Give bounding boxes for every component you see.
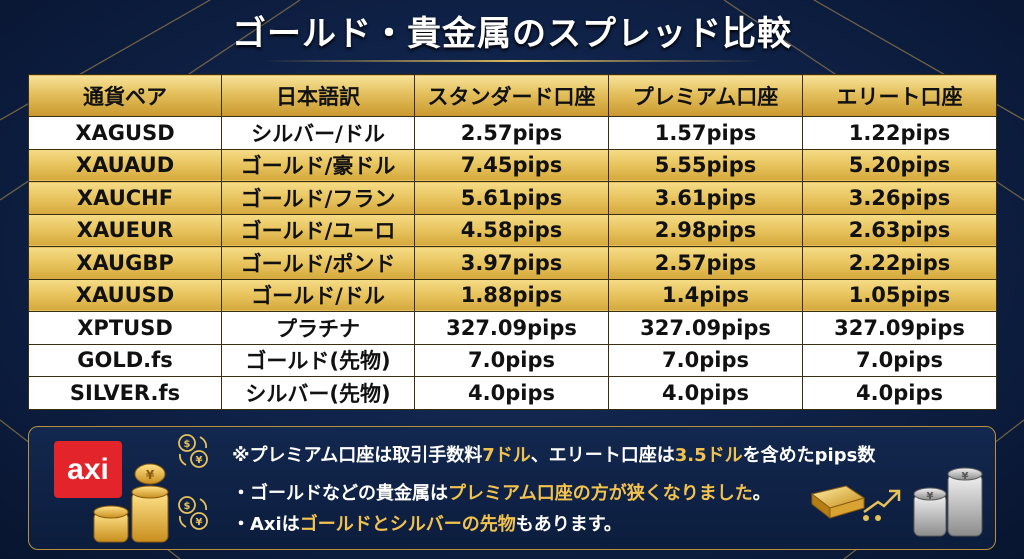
note-text: もあります。 [515, 514, 622, 535]
gold-coins-icon: ¥ [93, 463, 169, 543]
cell-premium-spread: 4.0pips [608, 376, 803, 410]
table-row: XAUCHF ゴールド/フラン 5.61pips 3.61pips 3.26pips [28, 181, 997, 215]
table-row: XAUAUD ゴールド/豪ドル 7.45pips 5.55pips 5.20pips [28, 148, 997, 182]
header-premium-account: プレミアム口座 [608, 74, 803, 117]
table-header-row: 通貨ペア 日本語訳 スタンダード口座 プレミアム口座 エリート口座 [28, 74, 997, 117]
cell-standard-spread: 327.09pips [414, 311, 609, 345]
cell-elite-spread: 5.20pips [802, 148, 997, 182]
cell-elite-spread: 2.22pips [802, 246, 997, 280]
note-highlight: プレミアム口座の方が狭くなりました [448, 483, 753, 504]
cell-elite-spread: 4.0pips [802, 376, 997, 410]
cell-japanese-name: ゴールド/ユーロ [221, 213, 415, 247]
cell-pair: XAUAUD [28, 148, 222, 182]
header-elite-account: エリート口座 [802, 74, 997, 117]
cell-pair: XAUUSD [28, 278, 222, 312]
note-highlight: 3.5ドル [674, 445, 743, 466]
cell-premium-spread: 7.0pips [608, 343, 803, 377]
axi-logo: axi [54, 441, 122, 498]
cell-elite-spread: 3.26pips [802, 181, 997, 215]
cell-premium-spread: 2.57pips [608, 246, 803, 280]
cell-elite-spread: 1.05pips [802, 278, 997, 312]
header-pair: 通貨ペア [28, 74, 222, 117]
cell-standard-spread: 3.97pips [414, 246, 609, 280]
cell-elite-spread: 7.0pips [802, 343, 997, 377]
cell-standard-spread: 4.0pips [414, 376, 609, 410]
note-line-1: ※プレミアム口座は取引手数料7ドル、エリート口座は3.5ドルを含めたpips数 [232, 441, 875, 467]
table-row: XAUEUR ゴールド/ユーロ 4.58pips 2.98pips 2.63pips [28, 213, 997, 247]
notes-panel [28, 426, 996, 550]
cell-standard-spread: 5.61pips [414, 181, 609, 215]
table-row: XAUUSD ゴールド/ドル 1.88pips 1.4pips 1.05pips [28, 278, 997, 312]
cell-japanese-name: ゴールド/フラン [221, 181, 415, 215]
cell-pair: XAUCHF [28, 181, 222, 215]
cell-pair: XAGUSD [28, 116, 222, 150]
cell-pair: XAUEUR [28, 213, 222, 247]
cell-premium-spread: 1.57pips [608, 116, 803, 150]
svg-text:¥: ¥ [927, 491, 934, 502]
note-text: 、エリート口座は [530, 445, 675, 466]
cell-standard-spread: 1.88pips [414, 278, 609, 312]
cell-elite-spread: 1.22pips [802, 116, 997, 150]
cell-pair: XPTUSD [28, 311, 222, 345]
cell-japanese-name: シルバー(先物) [221, 376, 415, 410]
header-standard-account: スタンダード口座 [414, 74, 609, 117]
note-text: を含めたpips数 [742, 445, 876, 466]
silver-coins-icon: ¥ ¥ [913, 467, 983, 537]
table-row: XAGUSD シルバー/ドル 2.57pips 1.57pips 1.22pips [28, 116, 997, 150]
cell-premium-spread: 327.09pips [608, 311, 803, 345]
svg-text:¥: ¥ [962, 471, 969, 482]
cell-standard-spread: 7.0pips [414, 343, 609, 377]
gold-bar-icon [810, 485, 866, 520]
svg-text:¥: ¥ [146, 468, 155, 482]
cell-standard-spread: 2.57pips [414, 116, 609, 150]
note-highlight: 7ドル [482, 445, 531, 466]
cell-japanese-name: シルバー/ドル [221, 116, 415, 150]
note-line-3: ・Axiはゴールドとシルバーの先物もあります。 [232, 510, 622, 536]
cell-pair: GOLD.fs [28, 343, 222, 377]
note-highlight: ゴールドとシルバーの先物 [299, 514, 516, 535]
svg-text:¥: ¥ [196, 517, 203, 528]
header-japanese-name: 日本語訳 [221, 74, 415, 117]
cell-premium-spread: 5.55pips [608, 148, 803, 182]
table-row: GOLD.fs ゴールド(先物) 7.0pips 7.0pips 7.0pips [28, 343, 997, 377]
note-line-2: ・ゴールドなどの貴金属はプレミアム口座の方が狭くなりました。 [232, 479, 771, 505]
note-text: ・Axiは [232, 514, 300, 535]
cell-japanese-name: プラチナ [221, 311, 415, 345]
cell-elite-spread: 327.09pips [802, 311, 997, 345]
table-row: XPTUSD プラチナ 327.09pips 327.09pips 327.09pips [28, 311, 997, 345]
cell-japanese-name: ゴールド(先物) [221, 343, 415, 377]
cell-premium-spread: 2.98pips [608, 213, 803, 247]
table-body: XAGUSD シルバー/ドル 2.57pips 1.57pips 1.22pips XAU… [28, 116, 997, 410]
svg-text:$: $ [184, 439, 191, 450]
cell-japanese-name: ゴールド/ポンド [221, 246, 415, 280]
svg-text:$: $ [184, 501, 191, 512]
note-text: ・ゴールドなどの貴金属は [232, 483, 448, 504]
note-text: ※プレミアム口座は取引手数料 [232, 445, 483, 466]
cell-standard-spread: 4.58pips [414, 213, 609, 247]
cell-pair: XAUGBP [28, 246, 222, 280]
spread-table: 通貨ペア 日本語訳 スタンダード口座 プレミアム口座 エリート口座 XAGUSD… [28, 74, 997, 410]
title-underline [262, 60, 762, 62]
currency-exchange-icon: $ ¥ [178, 434, 208, 468]
up-arrow-icon [863, 489, 901, 521]
table-row: XAUGBP ゴールド/ポンド 3.97pips 2.57pips 2.22pips [28, 246, 997, 280]
svg-text:¥: ¥ [196, 455, 203, 466]
cell-pair: SILVER.fs [28, 376, 222, 410]
cell-japanese-name: ゴールド/豪ドル [221, 148, 415, 182]
cell-japanese-name: ゴールド/ドル [221, 278, 415, 312]
cell-standard-spread: 7.45pips [414, 148, 609, 182]
note-text: 。 [752, 483, 771, 504]
table-row: SILVER.fs シルバー(先物) 4.0pips 4.0pips 4.0pips [28, 376, 997, 410]
cell-premium-spread: 3.61pips [608, 181, 803, 215]
cell-premium-spread: 1.4pips [608, 278, 803, 312]
page-title: ゴールド・貴金属のスプレッド比較 [232, 14, 792, 54]
cell-elite-spread: 2.63pips [802, 213, 997, 247]
currency-exchange-icon-2: $ ¥ [178, 496, 208, 530]
